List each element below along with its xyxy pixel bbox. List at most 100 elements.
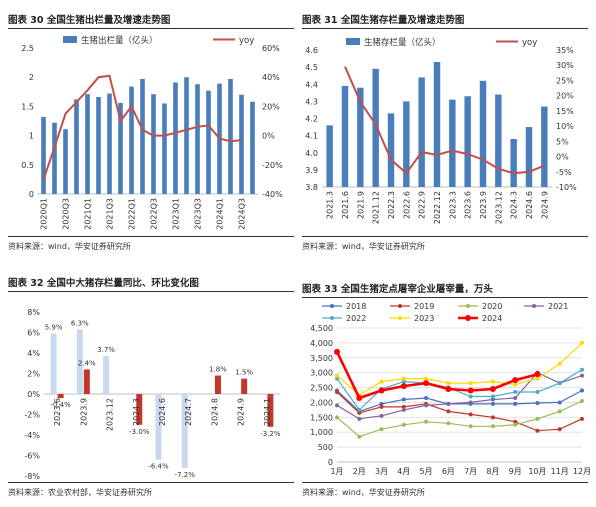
chart31-ytick-right: 25%: [556, 76, 574, 85]
chart31-ytick-right: 35%: [556, 46, 574, 55]
chart33-point-2022: [468, 394, 473, 399]
chart30-bar: [41, 116, 46, 194]
chart31-bar: [403, 101, 410, 187]
chart30-bar: [52, 122, 57, 194]
chart31-bar: [326, 125, 333, 187]
chart33-point-2022: [401, 379, 406, 384]
chart30-xtick: 2021Q3: [106, 198, 115, 230]
chart33-ytick: 0: [328, 458, 333, 467]
chart31-ytick-right: 0%: [556, 153, 569, 162]
chart33-legend-label-2024: 2024: [482, 314, 502, 323]
chart33-point-2023: [424, 376, 429, 381]
chart32-xtick: 2024.1: [263, 398, 272, 426]
chart31-xtick: 2021.6: [341, 191, 350, 219]
chart32-data-label: -7.2%: [175, 471, 196, 479]
chart31-bar: [387, 113, 395, 187]
chart33-point-2023: [446, 381, 451, 386]
chart31-bar: [479, 80, 487, 187]
chart31-legend-yoy-label: yoy: [522, 38, 537, 48]
chart31-legend-bar-swatch: [346, 38, 360, 45]
chart30-title: 图表 30 全国生猪出栏量及增速走势图: [8, 15, 171, 26]
chart33-point-2020: [424, 419, 429, 424]
chart30-bar: [239, 94, 244, 194]
chart30-ytick-left: 1: [29, 132, 34, 141]
chart30-bar: [173, 82, 178, 194]
chart33-ytick: 2,500: [310, 384, 333, 393]
chart33-point-2019: [379, 404, 384, 409]
chart33-point-2020: [535, 416, 540, 421]
chart33-ytick: 3,000: [310, 369, 333, 378]
chart31-xtick: 2023.12: [494, 191, 503, 224]
chart33-legend-marker-2024: [465, 315, 471, 321]
chart32-xtick: 2023.12: [106, 398, 115, 431]
chart33-point-2021: [468, 400, 473, 405]
chart31-ytick-right: 15%: [556, 107, 574, 116]
chart32-bottom-rule: [8, 482, 294, 483]
chart33-point-2024: [489, 386, 496, 393]
chart32-bar-yoy: [181, 394, 188, 468]
chart33-point-2022: [335, 376, 339, 381]
chart33-point-2020: [490, 424, 495, 429]
chart30-xtick: 2020Q3: [62, 198, 71, 230]
chart33-point-2024: [534, 371, 541, 378]
chart33-line-2023: [336, 342, 583, 396]
chart30-legend-yoy-label: yoy: [239, 36, 254, 46]
chart30-bar: [96, 97, 101, 194]
chart30-bar: [63, 129, 68, 194]
chart31-ytick-left: 4.6: [305, 46, 318, 55]
chart31-bar: [341, 85, 349, 187]
chart30-bar: [118, 102, 123, 194]
chart30-ytick-left: 0: [29, 190, 34, 199]
chart32-ytick: -2%: [24, 411, 40, 420]
chart33-point-2019: [357, 410, 362, 415]
chart33-xtick: 5月: [420, 467, 433, 476]
chart32-data-label: -3.0%: [129, 428, 150, 436]
chart31-ytick-right: -5%: [556, 168, 572, 177]
chart32-data-label: 3.7%: [97, 346, 115, 354]
chart33-point-2023: [490, 379, 495, 384]
chart32-top-rule: [8, 291, 294, 292]
chart30-xtick: 2021Q1: [84, 198, 93, 230]
chart31-ytick-left: 4.3: [305, 97, 318, 106]
chart33-point-2020: [468, 424, 473, 429]
chart31-source: 资料来源：wind，华安证券研究所: [302, 242, 425, 251]
chart30-ytick-left: 2.5: [21, 44, 34, 53]
chart31-bar: [418, 77, 425, 187]
chart32-data-label: -3.2%: [260, 430, 281, 438]
chart33-point-2022: [580, 367, 584, 372]
chart33-ytick: 4,500: [310, 324, 333, 333]
chart33-point-2021: [335, 403, 339, 408]
chart33-xtick: 2月: [353, 467, 366, 476]
chart33-point-2019: [335, 390, 339, 395]
chart33-xtick: 9月: [509, 467, 522, 476]
chart30-legend-bar-swatch: [63, 36, 77, 43]
chart33-point-2023: [468, 381, 473, 386]
chart30-ytick-right: -20%: [262, 161, 283, 170]
chart31-xtick: 2024.6: [525, 191, 534, 219]
chart31-xtick: 2022.12: [433, 191, 442, 224]
chart33-point-2022: [535, 390, 540, 395]
chart31-title: 图表 31 全国生猪存栏量及增速走势图: [302, 15, 465, 26]
chart31-ytick-left: 4.1: [305, 132, 318, 141]
chart31-ytick-left: 4.2: [305, 115, 318, 124]
chart30-ytick-right: 60%: [262, 44, 280, 53]
chart33-point-2022: [513, 390, 518, 395]
chart30-bar: [74, 99, 79, 194]
chart31-xtick: 2024.9: [540, 191, 549, 219]
chart33-line-2018: [336, 389, 583, 413]
chart33-point-2022: [490, 394, 495, 399]
chart33-point-2021: [424, 403, 429, 408]
chart30-ytick-right: 40%: [262, 73, 280, 82]
chart32-xtick: 2024.6: [158, 398, 167, 426]
chart33-point-2019: [557, 427, 562, 432]
chart33-ytick: 2,000: [310, 398, 333, 407]
chart30-ytick-left: 0.5: [21, 161, 34, 170]
chart31-bar: [525, 127, 533, 187]
chart33-line-2024: [335, 351, 538, 400]
chart32-bar-yoy: [76, 329, 83, 394]
chart31-bar: [357, 87, 364, 187]
chart30-ytick-right: -40%: [262, 190, 283, 199]
